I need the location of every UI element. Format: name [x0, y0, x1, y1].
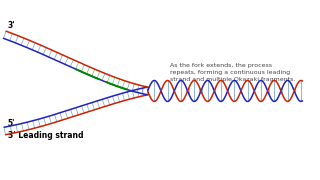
Text: 3' Leading strand: 3' Leading strand — [8, 130, 83, 140]
Text: 5': 5' — [8, 119, 15, 128]
Text: 3': 3' — [8, 21, 15, 30]
Text: As the fork extends, the process
repeats, forming a continuous leading
strand an: As the fork extends, the process repeats… — [170, 63, 295, 82]
